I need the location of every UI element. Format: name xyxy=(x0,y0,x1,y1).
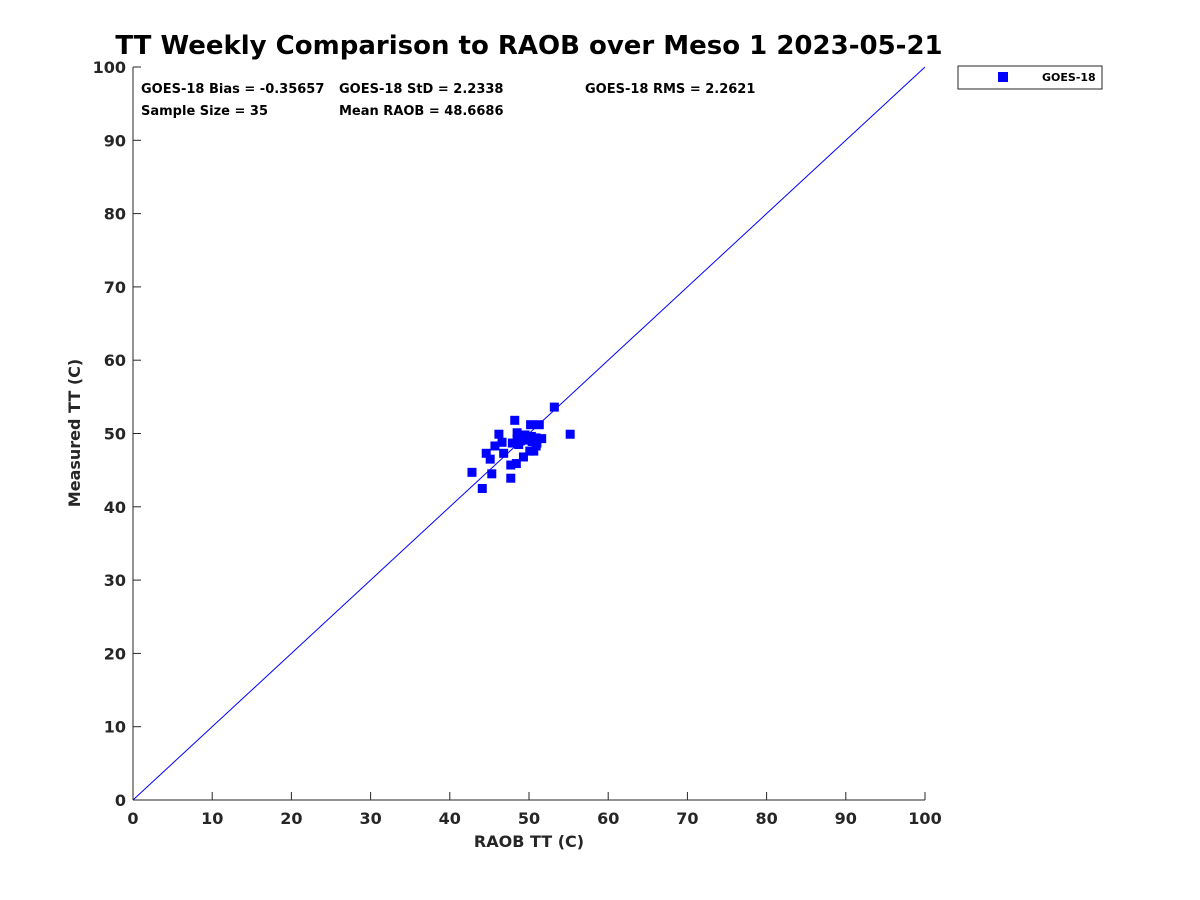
x-tick-label: 30 xyxy=(359,809,381,828)
data-point xyxy=(494,429,504,439)
data-point xyxy=(529,446,539,456)
y-tick-label: 100 xyxy=(93,58,126,77)
data-point xyxy=(521,433,531,443)
data-point xyxy=(506,460,516,470)
data-point xyxy=(537,434,547,444)
x-tick-label: 60 xyxy=(597,809,619,828)
x-tick-label: 70 xyxy=(676,809,698,828)
data-point xyxy=(526,420,536,430)
data-point xyxy=(549,402,559,412)
y-tick-label: 40 xyxy=(104,498,126,517)
stat-mean-raob: Mean RAOB = 48.6686 xyxy=(339,104,504,119)
x-tick-label: 90 xyxy=(835,809,857,828)
stat-bias: GOES-18 Bias = -0.35657 xyxy=(141,82,324,97)
x-tick-label: 40 xyxy=(439,809,461,828)
x-tick-label: 10 xyxy=(201,809,223,828)
y-tick-label: 60 xyxy=(104,351,126,370)
x-tick-label: 20 xyxy=(280,809,302,828)
legend-box xyxy=(957,65,1103,90)
data-point xyxy=(490,441,500,451)
x-tick-label: 0 xyxy=(127,809,138,828)
data-point xyxy=(467,467,477,477)
y-tick-label: 70 xyxy=(104,278,126,297)
data-point xyxy=(511,459,521,469)
chart-title: TT Weekly Comparison to RAOB over Meso 1… xyxy=(115,31,942,61)
x-axis-label: RAOB TT (C) xyxy=(474,832,584,851)
data-point xyxy=(499,448,509,458)
y-tick-label: 90 xyxy=(104,131,126,150)
data-point xyxy=(532,438,542,448)
x-tick-label: 80 xyxy=(755,809,777,828)
x-tick-label: 50 xyxy=(518,809,540,828)
data-point xyxy=(481,448,491,458)
stat-std: GOES-18 StD = 2.2338 xyxy=(339,82,503,97)
data-point xyxy=(534,420,544,430)
y-tick-label: 50 xyxy=(104,425,126,444)
data-point xyxy=(497,437,507,447)
y-tick-label: 20 xyxy=(104,644,126,663)
data-point xyxy=(527,437,537,447)
data-point xyxy=(477,483,487,493)
x-tick-label: 100 xyxy=(908,809,941,828)
data-point xyxy=(526,431,536,441)
y-axis-ticks: 0 10 20 30 40 50 60 70 80 90 100 xyxy=(93,58,141,810)
y-tick-label: 80 xyxy=(104,205,126,224)
data-point xyxy=(507,438,517,448)
y-tick-label: 10 xyxy=(104,718,126,737)
data-point xyxy=(487,469,497,479)
y-tick-label: 0 xyxy=(115,791,126,810)
data-point xyxy=(518,452,528,462)
stat-rms: GOES-18 RMS = 2.2621 xyxy=(585,82,755,97)
legend-marker-square-icon xyxy=(998,72,1008,82)
legend: GOES-18 xyxy=(957,65,1103,90)
legend-entry-goes-18: GOES-18 xyxy=(1042,71,1096,84)
stat-sample-size: Sample Size = 35 xyxy=(141,104,268,119)
data-point xyxy=(515,436,525,446)
data-point xyxy=(510,415,520,425)
data-point xyxy=(506,473,516,483)
data-points xyxy=(467,402,575,493)
y-axis-label: Measured TT (C) xyxy=(65,359,84,507)
data-point xyxy=(485,454,495,464)
y-tick-label: 30 xyxy=(104,571,126,590)
x-axis-ticks: 0 10 20 30 40 50 60 70 80 90 100 xyxy=(127,792,942,828)
data-point xyxy=(565,429,575,439)
